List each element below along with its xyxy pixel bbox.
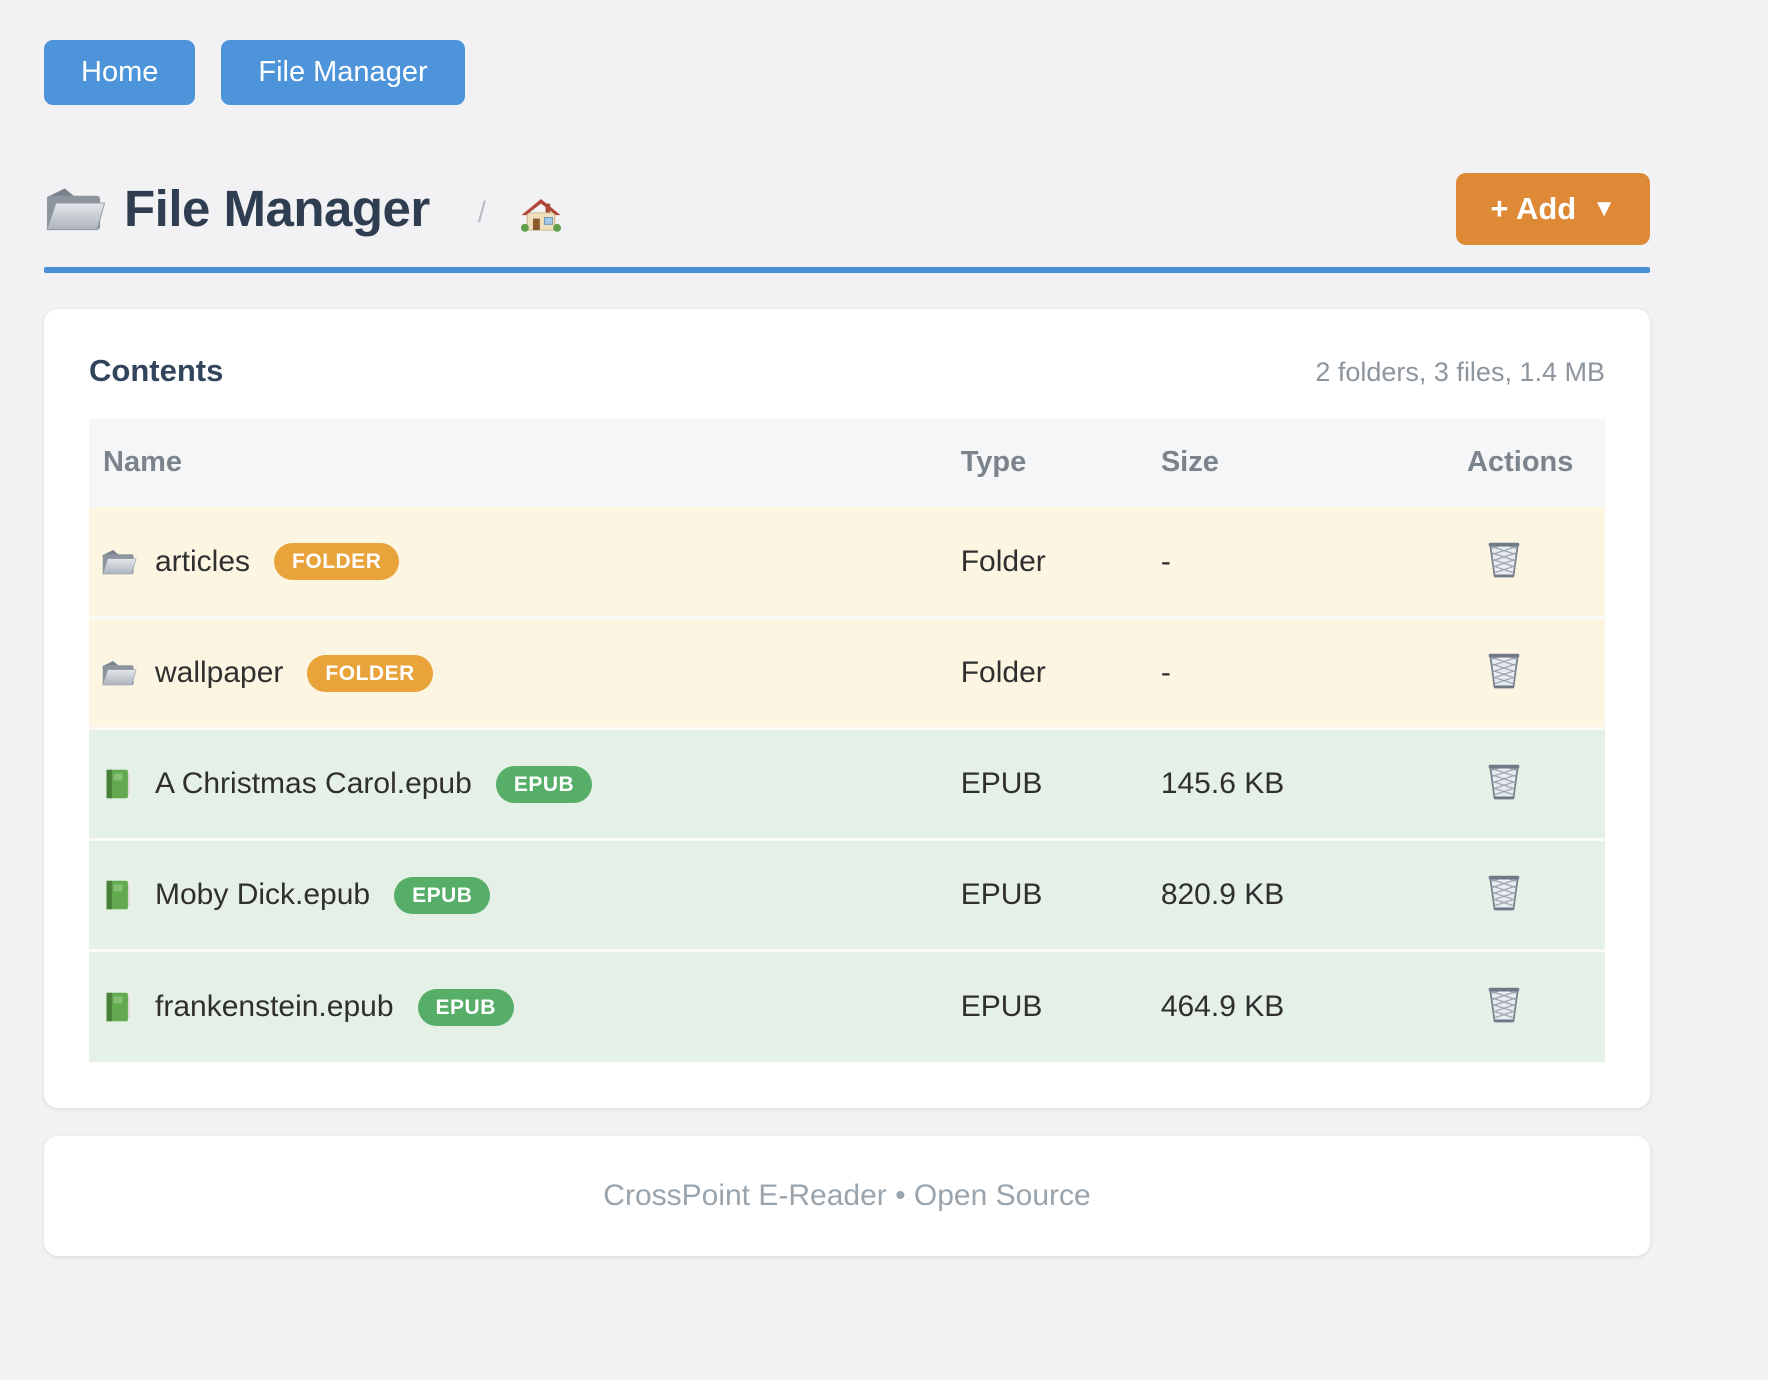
file-size: 464.9 KB	[1160, 990, 1285, 1024]
file-manager-button[interactable]: File Manager	[221, 40, 465, 105]
trash-icon	[1485, 870, 1523, 912]
epub-badge: EPUB	[495, 765, 593, 803]
file-type: EPUB	[960, 990, 1043, 1024]
home-icon[interactable]	[518, 193, 564, 235]
column-header-name: Name	[89, 418, 961, 507]
table-body: articles FOLDER Folder - wallpaper FOLDE…	[89, 506, 1605, 1062]
file-name[interactable]: frankenstein.epub	[155, 990, 394, 1024]
table-row-articles[interactable]: articles FOLDER Folder -	[89, 506, 1605, 618]
file-name[interactable]: articles	[155, 544, 251, 578]
delete-button[interactable]	[1485, 759, 1523, 801]
top-nav: Home File Manager	[44, 40, 1650, 105]
file-size: -	[1160, 656, 1171, 690]
contents-title: Contents	[89, 352, 224, 388]
contents-summary: 2 folders, 3 files, 1.4 MB	[1315, 356, 1605, 387]
folder-badge: FOLDER	[274, 543, 400, 581]
epub-badge: EPUB	[417, 988, 514, 1026]
trash-icon	[1485, 759, 1523, 801]
page-header: File Manager / + Add ▼	[44, 172, 1650, 245]
delete-button[interactable]	[1485, 537, 1523, 579]
file-type: EPUB	[960, 767, 1043, 801]
chevron-down-icon: ▼	[1592, 194, 1616, 222]
file-size: 145.6 KB	[1160, 767, 1285, 801]
trash-icon	[1485, 537, 1523, 579]
column-header-actions: Actions	[1467, 418, 1605, 507]
home-button[interactable]: Home	[44, 40, 196, 105]
title-wrap: File Manager /	[44, 179, 564, 238]
trash-icon	[1485, 648, 1523, 690]
file-name[interactable]: wallpaper	[155, 656, 284, 690]
table-header: Name Type Size Actions	[89, 418, 1605, 507]
column-header-size: Size	[1160, 418, 1468, 507]
green-book-icon	[106, 770, 131, 799]
file-type: Folder	[960, 544, 1046, 578]
delete-button[interactable]	[1485, 982, 1523, 1024]
file-name[interactable]: Moby Dick.epub	[155, 878, 371, 912]
footer-card: CrossPoint E-Reader • Open Source	[44, 1135, 1650, 1256]
green-book-icon	[106, 881, 131, 910]
table-row-moby-dick[interactable]: Moby Dick.epub EPUB EPUB 820.9 KB	[89, 839, 1605, 951]
green-book-icon	[106, 992, 131, 1022]
breadcrumb-separator: /	[477, 195, 487, 229]
folder-icon	[102, 661, 137, 686]
add-button[interactable]: + Add ▼	[1456, 172, 1650, 245]
header-divider	[44, 266, 1650, 273]
trash-icon	[1485, 982, 1523, 1024]
file-size: -	[1160, 544, 1171, 578]
table-row-wallpaper[interactable]: wallpaper FOLDER Folder -	[89, 617, 1605, 729]
folder-icon	[46, 187, 105, 230]
epub-badge: EPUB	[394, 876, 491, 914]
folder-icon	[102, 549, 137, 574]
column-header-type: Type	[960, 418, 1161, 507]
contents-header: Contents 2 folders, 3 files, 1.4 MB	[89, 353, 1605, 389]
page: Home File Manager File Manager / + Add ▼…	[44, 0, 1650, 1256]
folder-badge: FOLDER	[307, 654, 433, 692]
add-button-label: + Add	[1490, 190, 1577, 226]
file-type: Folder	[960, 656, 1046, 690]
delete-button[interactable]	[1485, 870, 1523, 912]
contents-card: Contents 2 folders, 3 files, 1.4 MB Name…	[44, 308, 1650, 1108]
file-name[interactable]: A Christmas Carol.epub	[155, 767, 472, 801]
file-table: Name Type Size Actions articles FOLDER F…	[89, 418, 1605, 1062]
file-type: EPUB	[960, 878, 1043, 912]
footer-text: CrossPoint E-Reader • Open Source	[603, 1178, 1091, 1212]
file-size: 820.9 KB	[1160, 878, 1285, 912]
delete-button[interactable]	[1485, 648, 1523, 690]
table-row-christmas-carol[interactable]: A Christmas Carol.epub EPUB EPUB 145.6 K…	[89, 728, 1605, 840]
page-title: File Manager	[124, 180, 430, 238]
table-row-frankenstein[interactable]: frankenstein.epub EPUB EPUB 464.9 KB	[89, 950, 1605, 1062]
